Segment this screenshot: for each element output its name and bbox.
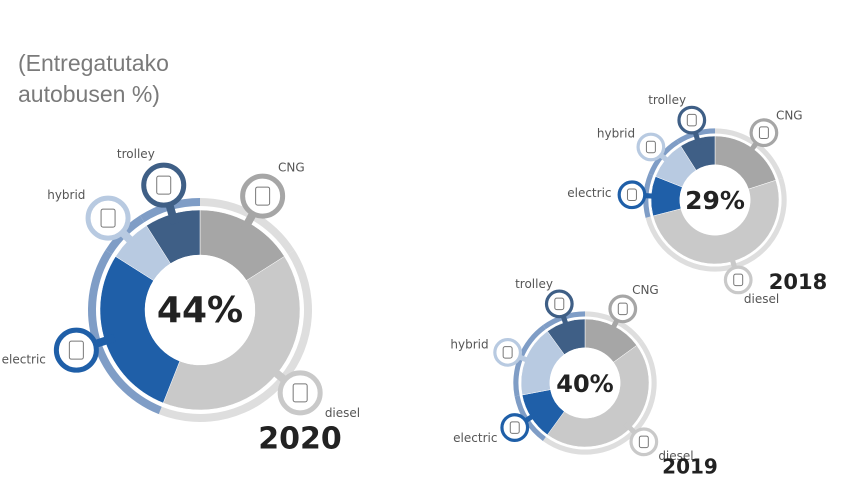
category-label: CNG (776, 109, 803, 123)
category-label: diesel (658, 449, 693, 463)
icon (509, 421, 520, 434)
donut-segment (652, 179, 780, 265)
icon (733, 273, 744, 287)
ring-segment (158, 249, 313, 423)
pin-icon (723, 265, 753, 295)
icon (554, 297, 565, 311)
category-label: electric (567, 186, 611, 200)
year-label: 2018 (769, 270, 827, 294)
year-label: 2020 (258, 422, 342, 457)
pin-icon (85, 195, 131, 241)
pin-icon (749, 118, 779, 148)
icon (617, 302, 628, 316)
pin-icon (629, 427, 659, 457)
icon (645, 140, 656, 154)
center-label: 29% (685, 186, 745, 215)
pin-icon (617, 180, 647, 210)
icon (502, 346, 513, 359)
pin-icon (141, 162, 187, 208)
header: (Entregatutako autobusen %) (18, 50, 169, 107)
category-label: diesel (744, 292, 779, 306)
pin-icon (240, 173, 286, 219)
icon (626, 188, 637, 202)
pin-icon (544, 289, 574, 319)
pin-icon (608, 294, 638, 324)
icon (686, 113, 697, 127)
ring-segment (514, 395, 546, 441)
pin-icon (277, 370, 323, 416)
category-label: hybrid (47, 188, 85, 202)
category-label: CNG (278, 161, 305, 175)
pin-icon (677, 105, 707, 135)
category-label: electric (453, 431, 497, 445)
ring-segment (542, 311, 585, 330)
center-label: 40% (556, 370, 613, 398)
year-label: 2019 (662, 455, 718, 479)
icon (638, 435, 649, 449)
icon (100, 208, 116, 228)
category-label: CNG (632, 283, 659, 297)
center-disc (549, 347, 621, 419)
category-label: electric (2, 353, 46, 367)
category-label: trolley (515, 277, 553, 291)
pin-icon (493, 337, 523, 367)
ring-segment (513, 325, 546, 397)
category-label: hybrid (450, 337, 488, 351)
icon (156, 175, 172, 195)
icon (758, 126, 769, 139)
category-label: hybrid (597, 126, 635, 140)
ring-segment (648, 139, 680, 176)
category-label: trolley (117, 147, 155, 161)
center-disc (679, 164, 751, 236)
pin-icon (636, 132, 666, 162)
pin-icon (500, 413, 530, 442)
icon (68, 340, 84, 360)
center-label: 44% (157, 290, 243, 331)
center-disc (145, 255, 255, 365)
icon (255, 186, 271, 206)
category-label: trolley (648, 93, 686, 107)
pin-icon (53, 327, 99, 373)
icon (292, 383, 308, 403)
ring-segment (542, 340, 657, 455)
category-label: diesel (325, 406, 360, 420)
ring-segment (715, 128, 784, 180)
